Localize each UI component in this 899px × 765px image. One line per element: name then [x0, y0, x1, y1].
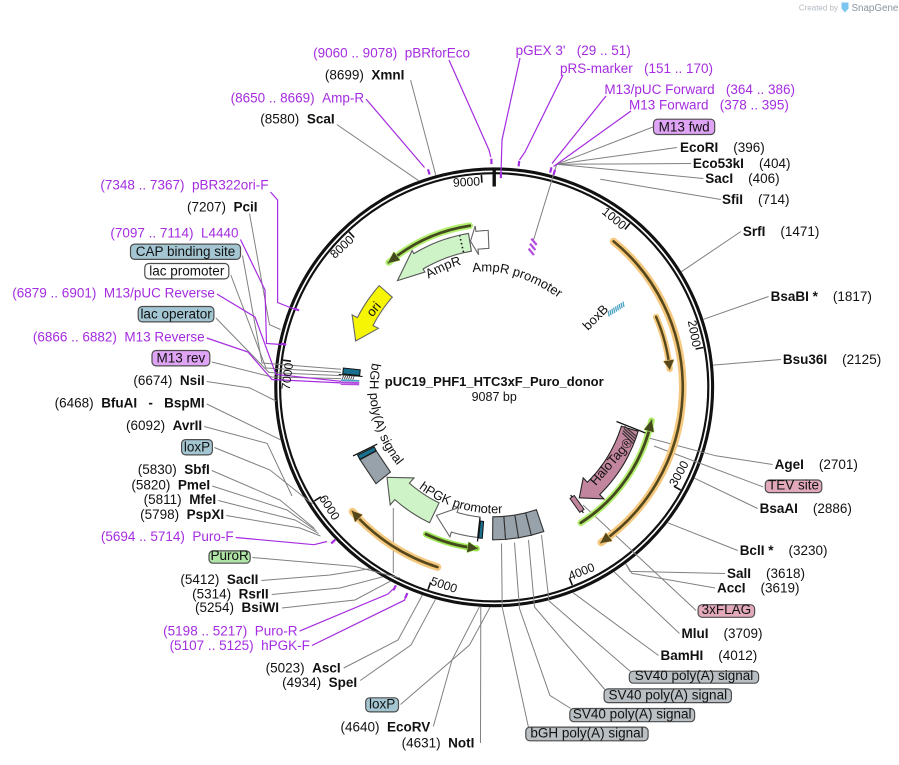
svg-text:CAP binding site: CAP binding site	[136, 244, 236, 259]
svg-text:(5023) AscI: (5023) AscI	[266, 661, 341, 676]
svg-text:(9060 .. 9078) pBRforEco: (9060 .. 9078) pBRforEco	[313, 46, 470, 61]
svg-text:SV40 poly(A) signal: SV40 poly(A) signal	[635, 668, 754, 683]
svg-text:(5254) BsiWI: (5254) BsiWI	[195, 600, 279, 615]
svg-text:(8699) XmnI: (8699) XmnI	[325, 68, 405, 83]
svg-text:(6468) BfuAI - BspMI: (6468) BfuAI - BspMI	[55, 396, 205, 411]
svg-text:pGEX 3' (29 .. 51): pGEX 3' (29 .. 51)	[516, 43, 631, 58]
svg-text:(6866 .. 6882) M13 Reverse: (6866 .. 6882) M13 Reverse	[33, 330, 205, 345]
svg-text:9000: 9000	[453, 174, 481, 190]
svg-text:Created by: Created by	[799, 4, 838, 13]
svg-text:SV40 poly(A) signal: SV40 poly(A) signal	[609, 687, 728, 702]
svg-text:lac promoter: lac promoter	[149, 264, 225, 279]
svg-text:MluI (3709): MluI (3709)	[682, 626, 763, 641]
svg-text:PuroR: PuroR	[210, 548, 249, 563]
svg-text:(4934) SpeI: (4934) SpeI	[282, 675, 357, 690]
svg-text:M13 rev: M13 rev	[157, 351, 206, 366]
svg-text:M13 Forward (378 .. 395): M13 Forward (378 .. 395)	[629, 98, 789, 113]
svg-text:(5694 .. 5714) Puro-F: (5694 .. 5714) Puro-F	[101, 529, 234, 544]
svg-text:lac operator: lac operator	[140, 307, 212, 322]
svg-text:(4631) NotI: (4631) NotI	[402, 736, 475, 751]
svg-text:BsaBI * (1817): BsaBI * (1817)	[771, 289, 872, 304]
svg-text:(4640) EcoRV: (4640) EcoRV	[340, 720, 430, 735]
svg-text:9087 bp: 9087 bp	[472, 390, 517, 404]
svg-text:bGH poly(A) signal: bGH poly(A) signal	[530, 726, 643, 741]
svg-text:3xFLAG: 3xFLAG	[702, 602, 752, 617]
svg-text:(8650 .. 8669) Amp-R: (8650 .. 8669) Amp-R	[231, 91, 365, 106]
svg-text:(8580) ScaI: (8580) ScaI	[260, 112, 334, 127]
svg-text:BclI * (3230): BclI * (3230)	[740, 543, 828, 558]
svg-text:(7348 .. 7367) pBR322ori-F: (7348 .. 7367) pBR322ori-F	[100, 178, 268, 193]
svg-text:TEV site: TEV site	[768, 477, 819, 492]
svg-text:SnapGene: SnapGene	[852, 3, 899, 14]
svg-text:(5412) SacII: (5412) SacII	[180, 572, 258, 587]
svg-text:SV40 poly(A) signal: SV40 poly(A) signal	[573, 707, 692, 722]
svg-text:AgeI (2701): AgeI (2701)	[775, 457, 858, 472]
svg-text:(5830) SbfI: (5830) SbfI	[138, 462, 210, 477]
svg-text:SalI (3618): SalI (3618)	[727, 566, 805, 581]
svg-text:M13/pUC Forward (364 .. 386): M13/pUC Forward (364 .. 386)	[604, 82, 795, 97]
svg-text:M13 fwd: M13 fwd	[659, 119, 710, 134]
svg-text:AccI (3619): AccI (3619)	[717, 581, 800, 596]
svg-text:(5820) PmeI: (5820) PmeI	[131, 478, 210, 493]
svg-text:(5107 .. 5125) hPGK-F: (5107 .. 5125) hPGK-F	[170, 638, 310, 653]
svg-text:pRS-marker (151 .. 170): pRS-marker (151 .. 170)	[560, 61, 713, 76]
svg-text:BsaAI (2886): BsaAI (2886)	[760, 501, 852, 516]
svg-text:(6674) NsiI: (6674) NsiI	[133, 373, 204, 388]
svg-text:(7097 .. 7114) L4440: (7097 .. 7114) L4440	[110, 226, 238, 241]
svg-text:(5811) MfeI: (5811) MfeI	[144, 492, 217, 507]
svg-text:(6879 .. 6901) M13/pUC Revers: (6879 .. 6901) M13/pUC Reverse	[12, 286, 215, 301]
svg-text:SacI (406): SacI (406)	[705, 171, 779, 186]
svg-text:loxP: loxP	[184, 440, 210, 455]
svg-text:SfiI (714): SfiI (714)	[722, 192, 790, 207]
svg-text:pUC19_PHF1_HTC3xF_Puro_donor: pUC19_PHF1_HTC3xF_Puro_donor	[385, 374, 604, 389]
svg-text:(5798) PspXI: (5798) PspXI	[140, 507, 224, 522]
svg-text:EcoRI (396): EcoRI (396)	[680, 140, 765, 155]
svg-text:Bsu36I (2125): Bsu36I (2125)	[783, 352, 881, 367]
svg-text:SrfI (1471): SrfI (1471)	[743, 224, 820, 239]
svg-text:BamHI (4012): BamHI (4012)	[661, 648, 758, 663]
svg-text:(6092) AvrII: (6092) AvrII	[126, 418, 202, 433]
svg-text:(5198 .. 5217) Puro-R: (5198 .. 5217) Puro-R	[163, 624, 298, 639]
svg-text:Eco53kI (404): Eco53kI (404)	[693, 156, 791, 171]
svg-text:(7207) PciI: (7207) PciI	[187, 200, 258, 215]
svg-text:loxP: loxP	[369, 697, 395, 712]
